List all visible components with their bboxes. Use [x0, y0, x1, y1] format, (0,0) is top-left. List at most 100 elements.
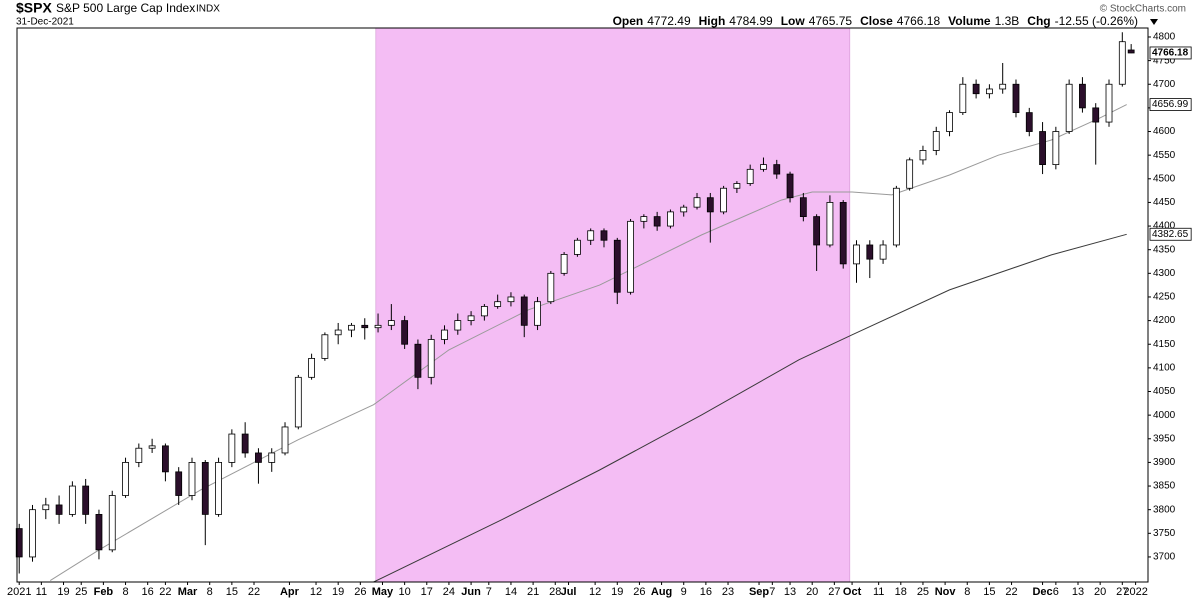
ma-value: 4656.99	[1152, 99, 1189, 110]
y-tick-label: 4300	[1153, 268, 1176, 279]
x-tick-label: Mar	[178, 586, 198, 598]
candle-body	[241, 433, 249, 454]
candle-body	[175, 471, 183, 496]
candle-body	[667, 211, 674, 227]
x-tick-label: 22	[1005, 586, 1017, 598]
candle-body	[281, 426, 289, 454]
x-tick-label: Jul	[561, 586, 577, 598]
y-tick-label: 3950	[1153, 433, 1176, 444]
x-tick-label: 19	[57, 586, 69, 598]
y-tick-label: 3900	[1153, 457, 1176, 468]
y-tick-label: 4700	[1153, 79, 1176, 90]
candle-body	[441, 329, 448, 340]
ma-value: 4382.65	[1152, 229, 1189, 240]
x-tick-label: 19	[332, 586, 344, 598]
candle-body	[454, 320, 462, 331]
candle-body	[813, 216, 821, 246]
candle-body	[773, 164, 781, 175]
candle-body	[387, 320, 395, 326]
x-tick-label: Nov	[935, 586, 957, 598]
candle-body	[55, 504, 63, 515]
candle-body	[427, 339, 435, 378]
candle-body	[334, 329, 342, 336]
x-tick-label: 21	[527, 586, 539, 598]
x-tick-label: 8	[964, 586, 970, 598]
candle-body	[1025, 112, 1033, 132]
x-tick-label: 2022	[1123, 586, 1147, 598]
quote-value: 4766.18	[897, 14, 941, 28]
candle-body	[1127, 49, 1135, 54]
candle-body	[255, 452, 262, 463]
candle-body	[1052, 131, 1060, 166]
quote-value: -12.55 (-0.26%)	[1055, 14, 1138, 28]
candle-body	[733, 183, 741, 189]
candle-body	[68, 485, 76, 515]
candle-body	[680, 206, 688, 213]
candle-body	[95, 514, 103, 551]
quote-label: Chg	[1027, 14, 1050, 28]
candle-body	[228, 433, 236, 463]
candle-body	[480, 306, 488, 317]
quote-value: 4784.99	[729, 14, 773, 28]
x-tick-label: 12	[589, 586, 601, 598]
candle-body	[826, 202, 834, 246]
highlight-band	[375, 27, 851, 583]
y-tick-label: 3700	[1153, 552, 1176, 563]
candle-body	[693, 197, 701, 208]
candle-body	[587, 230, 595, 241]
candle-body	[640, 216, 648, 222]
quote-bar: Open 4772.49 High 4784.99 Low 4765.75 Close 476…	[613, 14, 1138, 28]
y-tick-label: 3800	[1153, 504, 1176, 515]
candle-body	[42, 504, 50, 511]
x-tick-label: 20	[806, 586, 818, 598]
candle-body	[321, 334, 329, 359]
candle-body	[162, 445, 169, 473]
x-tick-label: 19	[611, 586, 623, 598]
candle-body	[308, 358, 316, 378]
candle-body	[29, 509, 36, 558]
quote-label: Close	[860, 14, 893, 28]
x-tick-label: 2021	[7, 586, 31, 598]
y-tick-label: 4250	[1153, 292, 1176, 303]
x-tick-label: 15	[226, 586, 238, 598]
x-tick-label: Dec	[1032, 586, 1052, 598]
candle-body	[959, 83, 967, 114]
candle-body	[839, 202, 847, 265]
x-tick-label: 23	[722, 586, 734, 598]
candle-body	[613, 239, 621, 293]
y-tick-label: 4100	[1153, 363, 1176, 374]
candle-body	[600, 230, 608, 241]
y-tick-label: 4800	[1153, 32, 1176, 43]
x-tick-label: 25	[75, 586, 87, 598]
x-tick-label: 22	[159, 586, 171, 598]
y-tick-label: 4600	[1153, 126, 1176, 137]
candle-body	[653, 216, 661, 227]
quote-value: 4772.49	[647, 14, 691, 28]
candle-body	[892, 187, 900, 246]
last-price-box	[1149, 46, 1192, 60]
x-tick-label: 17	[421, 586, 433, 598]
x-tick-label: Apr	[280, 586, 300, 598]
x-tick-label: 12	[310, 586, 322, 598]
candle-body	[746, 168, 754, 184]
candle-body	[972, 83, 980, 95]
x-tick-label: 20	[1094, 586, 1106, 598]
candle-body	[1012, 83, 1020, 114]
y-tick-label: 3850	[1153, 481, 1176, 492]
x-tick-label: Sep	[749, 586, 769, 598]
candle-body	[215, 462, 222, 515]
dropdown-arrow[interactable]	[1150, 19, 1158, 25]
x-tick-label: 7	[486, 586, 492, 598]
candle-body	[1118, 41, 1126, 85]
symbol: $SPX	[16, 0, 52, 16]
candle-body	[374, 324, 382, 329]
candle-body	[534, 301, 541, 326]
candle-body	[201, 462, 209, 515]
candle-body	[999, 83, 1007, 90]
candle-body	[15, 528, 23, 558]
candle-body	[879, 244, 887, 260]
x-tick-label: Feb	[94, 586, 114, 598]
candle-body	[986, 88, 993, 95]
ma-value-box	[1149, 98, 1192, 111]
y-tick-label: 4400	[1153, 221, 1176, 232]
